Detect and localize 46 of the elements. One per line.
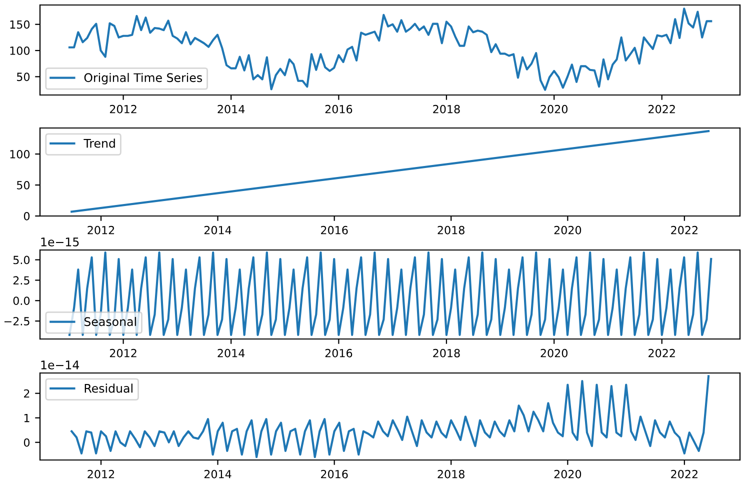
y-tick-label: 100 — [10, 150, 30, 158]
line-series — [70, 375, 710, 458]
x-tick-label: 2018 — [433, 348, 460, 358]
x-tick-label: 2022 — [648, 348, 675, 358]
x-tick-label: 2018 — [433, 104, 460, 114]
legend-label: Original Time Series — [84, 72, 202, 84]
x-tick-label: 2022 — [671, 470, 698, 478]
x-tick-label: 2012 — [110, 348, 136, 358]
y-tick-label: 0 — [24, 438, 30, 447]
y-tick-label: 50 — [16, 180, 30, 190]
y-tick-label: 5.0 — [13, 256, 30, 264]
x-tick-label: 2012 — [88, 470, 114, 478]
x-tick-label: 2016 — [321, 470, 348, 478]
x-tick-label: 2022 — [671, 226, 698, 234]
text: 1e−15 — [41, 238, 79, 246]
x-tick-label: 2014 — [204, 226, 232, 234]
text: Residual — [84, 384, 132, 393]
y-tick-label: 0 — [24, 212, 30, 220]
x-tick-label: 2020 — [554, 226, 582, 234]
y-tick-label: −2.5 — [4, 317, 30, 326]
y-tick-label: 1 — [24, 414, 30, 422]
text: 1e−14 — [41, 360, 80, 370]
y-tick-label: 150 — [10, 20, 30, 29]
x-tick-label: 2012 — [110, 104, 136, 114]
text: Trend — [84, 138, 115, 148]
y-tick-label: 50 — [16, 72, 30, 82]
x-tick-label: 2016 — [325, 348, 352, 358]
y-tick-label: 2.5 — [13, 276, 30, 285]
x-tick-label: 2014 — [218, 104, 245, 114]
y-tick-label: 2 — [24, 389, 30, 398]
x-tick-label: 2014 — [218, 348, 245, 358]
x-tick-label: 2018 — [438, 226, 464, 234]
x-tick-label: 2016 — [325, 104, 352, 114]
x-tick-label: 2020 — [540, 348, 568, 358]
x-tick-label: 2016 — [321, 226, 348, 234]
y-tick-label: 100 — [10, 46, 30, 55]
x-tick-label: 2020 — [554, 470, 582, 478]
x-tick-label: 2012 — [88, 226, 114, 234]
x-tick-label: 2020 — [540, 104, 568, 114]
x-tick-label: 2014 — [204, 470, 232, 478]
x-tick-label: 2018 — [438, 470, 464, 478]
y-tick-label: 0.0 — [13, 296, 30, 306]
line-series — [68, 8, 712, 91]
x-tick-label: 2022 — [648, 104, 675, 114]
line-series — [68, 251, 712, 336]
legend-label: Seasonal — [84, 316, 136, 326]
